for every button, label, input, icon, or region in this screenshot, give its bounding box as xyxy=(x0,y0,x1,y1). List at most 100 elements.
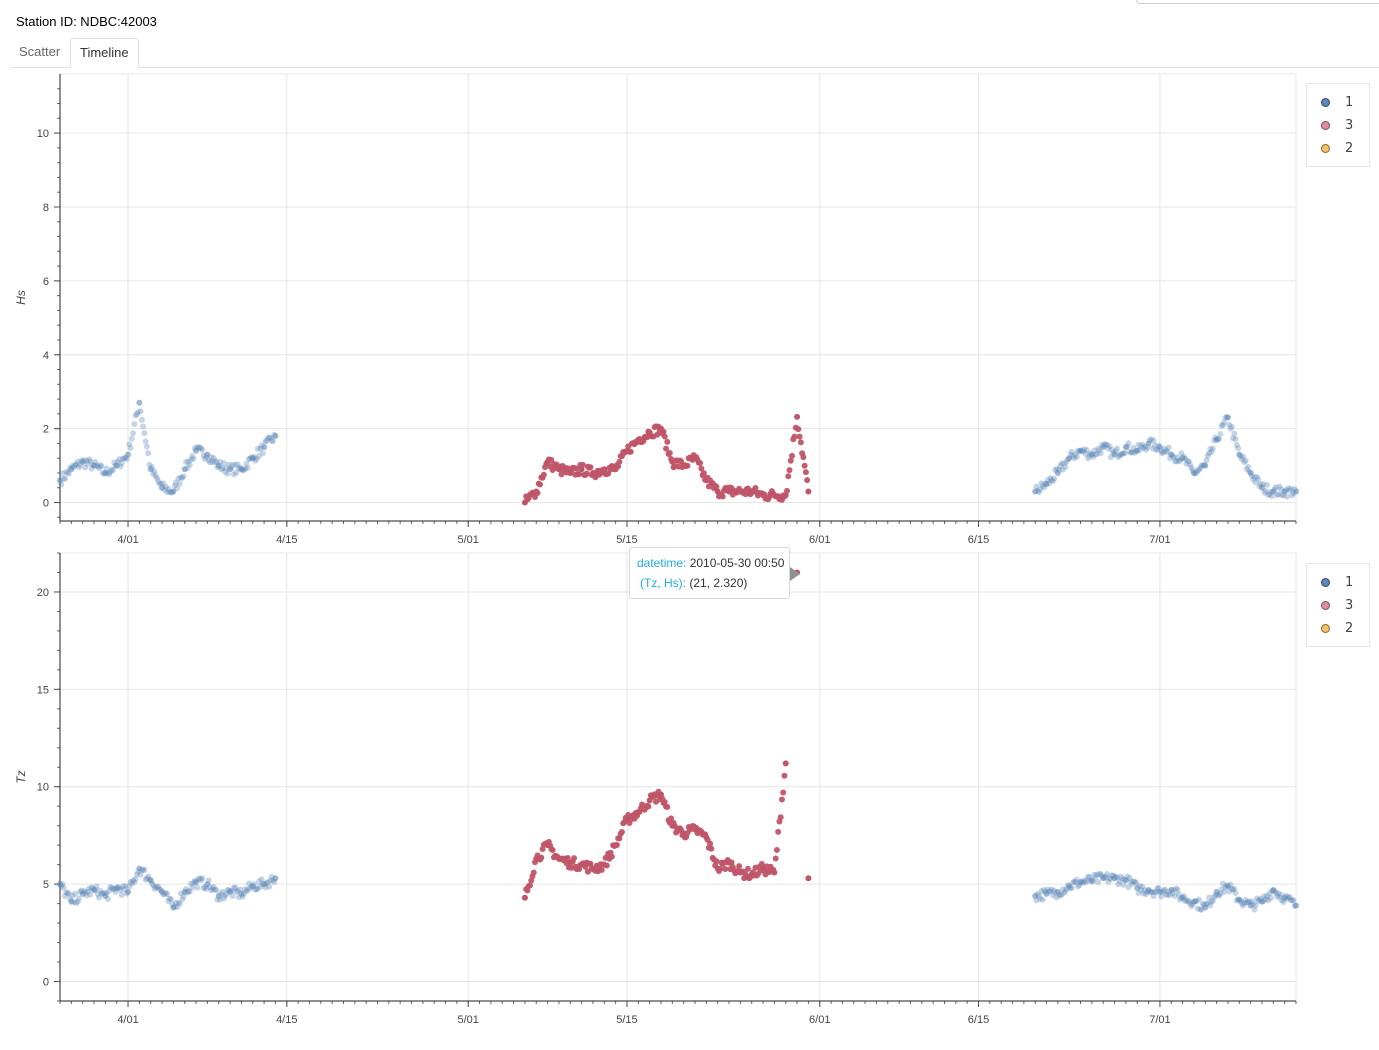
hs-point[interactable] xyxy=(1286,487,1293,494)
hs-point[interactable] xyxy=(663,445,670,452)
hs-point[interactable] xyxy=(1085,455,1092,462)
tz-point[interactable] xyxy=(137,871,144,878)
hs-point[interactable] xyxy=(576,471,583,478)
hs-point[interactable] xyxy=(666,449,673,456)
hs-point[interactable] xyxy=(1037,486,1044,493)
tz-point[interactable] xyxy=(722,865,729,872)
tz-point[interactable] xyxy=(180,893,187,900)
tz-point[interactable] xyxy=(1219,880,1226,887)
hs-point[interactable] xyxy=(136,399,143,406)
tz-point[interactable] xyxy=(1287,897,1294,904)
hs-point[interactable] xyxy=(1207,445,1214,452)
tz-point[interactable] xyxy=(657,791,664,798)
hs-point[interactable] xyxy=(1247,469,1254,476)
hs-point[interactable] xyxy=(1082,450,1089,457)
hs-point[interactable] xyxy=(1173,458,1180,465)
hs-point[interactable] xyxy=(138,416,145,423)
tz-point[interactable] xyxy=(538,854,545,861)
tz-point[interactable] xyxy=(726,859,733,866)
hs-point[interactable] xyxy=(121,455,128,462)
hs-point[interactable] xyxy=(1213,436,1220,443)
hs-point[interactable] xyxy=(127,444,134,451)
tz-point[interactable] xyxy=(1132,879,1139,886)
hs-point[interactable] xyxy=(1126,448,1133,455)
tz-point[interactable] xyxy=(60,884,67,891)
tz-point[interactable] xyxy=(244,886,251,893)
hs-point[interactable] xyxy=(1204,452,1211,459)
tz-point[interactable] xyxy=(618,828,625,835)
hs-point[interactable] xyxy=(84,460,91,467)
tz-point[interactable] xyxy=(1120,881,1127,888)
tz-point[interactable] xyxy=(150,882,157,889)
hs-point[interactable] xyxy=(1120,450,1127,457)
hs-point[interactable] xyxy=(692,455,699,462)
hs-point[interactable] xyxy=(771,492,778,499)
tz-point[interactable] xyxy=(119,883,126,890)
hs-point[interactable] xyxy=(79,458,86,465)
hs-point[interactable] xyxy=(198,445,205,452)
tz-point[interactable] xyxy=(760,865,767,872)
hs-point[interactable] xyxy=(213,458,220,465)
tz-point[interactable] xyxy=(128,880,135,887)
hs-point[interactable] xyxy=(1218,422,1225,429)
tz-point[interactable] xyxy=(1134,885,1141,892)
tz-point[interactable] xyxy=(533,855,540,862)
hs-point[interactable] xyxy=(204,451,211,458)
tz-point[interactable] xyxy=(222,892,229,899)
tz-point[interactable] xyxy=(1194,905,1201,912)
hs-point[interactable] xyxy=(1178,450,1185,457)
hs-point[interactable] xyxy=(1209,445,1216,452)
tz-point[interactable] xyxy=(805,875,812,882)
tz-point[interactable] xyxy=(72,890,79,897)
tz-point[interactable] xyxy=(210,884,217,891)
hs-point[interactable] xyxy=(222,468,229,475)
hs-point[interactable] xyxy=(703,477,710,484)
tz-point[interactable] xyxy=(1100,875,1107,882)
hs-point[interactable] xyxy=(209,459,216,466)
hs-point[interactable] xyxy=(1138,443,1145,450)
hs-point[interactable] xyxy=(1139,441,1146,448)
tz-point[interactable] xyxy=(1077,879,1084,886)
tz-point[interactable] xyxy=(204,881,211,888)
tz-point[interactable] xyxy=(1172,892,1179,899)
hs-point[interactable] xyxy=(186,461,193,468)
tz-point[interactable] xyxy=(211,886,218,893)
tz-point[interactable] xyxy=(1276,894,1283,901)
hs-point[interactable] xyxy=(700,470,707,477)
tz-point[interactable] xyxy=(154,884,161,891)
tz-point[interactable] xyxy=(744,865,751,872)
hs-point[interactable] xyxy=(141,430,148,437)
tz-point[interactable] xyxy=(208,887,215,894)
hs-point[interactable] xyxy=(1264,481,1271,488)
tz-point[interactable] xyxy=(1062,888,1069,895)
tz-point[interactable] xyxy=(69,892,76,899)
tz-point[interactable] xyxy=(142,876,149,883)
tz-point[interactable] xyxy=(1289,897,1296,904)
tz-point[interactable] xyxy=(125,888,132,895)
hs-point[interactable] xyxy=(215,462,222,469)
hs-point[interactable] xyxy=(1129,449,1136,456)
tz-point[interactable] xyxy=(781,772,788,779)
hs-point[interactable] xyxy=(1188,464,1195,471)
tz-point[interactable] xyxy=(589,865,596,872)
tz-point[interactable] xyxy=(1164,891,1171,898)
hs-point[interactable] xyxy=(1203,457,1210,464)
hs-point[interactable] xyxy=(244,464,251,471)
tz-point[interactable] xyxy=(1167,892,1174,899)
hs-point[interactable] xyxy=(1197,465,1204,472)
hs-point[interactable] xyxy=(1116,452,1123,459)
tz-point[interactable] xyxy=(598,867,605,874)
hs-point[interactable] xyxy=(1111,451,1118,458)
tz-point[interactable] xyxy=(1213,888,1220,895)
hs-point[interactable] xyxy=(787,457,794,464)
tz-point[interactable] xyxy=(1069,879,1076,886)
hs-point[interactable] xyxy=(616,458,623,465)
tz-point[interactable] xyxy=(1043,890,1050,897)
tz-point[interactable] xyxy=(1071,878,1078,885)
hs-point[interactable] xyxy=(1219,422,1226,429)
hs-point[interactable] xyxy=(57,477,63,484)
tz-point[interactable] xyxy=(65,890,72,897)
hs-point[interactable] xyxy=(1293,488,1299,495)
hs-point[interactable] xyxy=(1227,425,1234,432)
tz-point[interactable] xyxy=(1168,886,1175,893)
